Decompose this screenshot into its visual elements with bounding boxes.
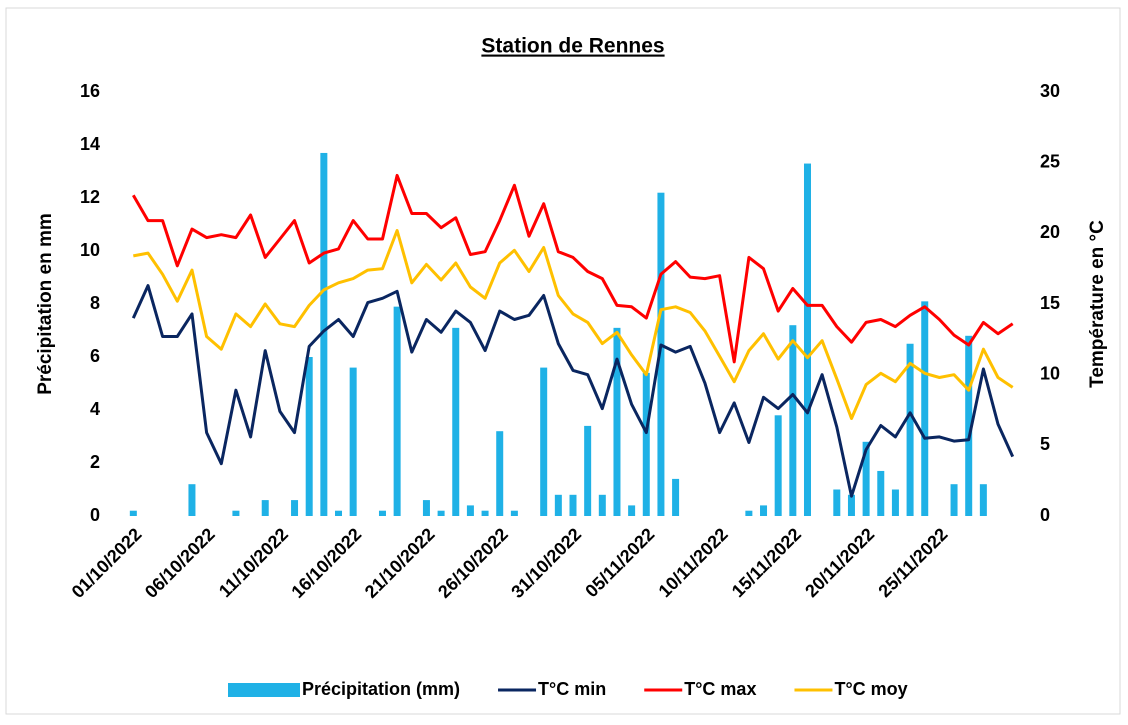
bar	[466, 505, 474, 516]
bar	[320, 152, 328, 516]
bar	[540, 367, 548, 516]
bar	[774, 415, 782, 516]
bar	[510, 510, 518, 516]
legend-label: Précipitation (mm)	[302, 679, 460, 699]
y-tick-label: 12	[80, 187, 100, 207]
bar	[481, 510, 489, 516]
y-tick-label: 2	[90, 452, 100, 472]
bar	[378, 510, 386, 516]
bar	[862, 441, 870, 516]
bar	[847, 494, 855, 516]
bar	[979, 484, 987, 516]
bar	[496, 431, 504, 516]
bar	[584, 425, 592, 516]
y2-tick-label: 30	[1040, 81, 1060, 101]
bar	[803, 163, 811, 517]
bar	[613, 327, 621, 516]
bar	[393, 306, 401, 516]
y2-tick-label: 20	[1040, 222, 1060, 242]
legend-label: T°C max	[684, 679, 756, 699]
bar	[642, 372, 650, 516]
y-tick-label: 16	[80, 81, 100, 101]
bar	[833, 489, 841, 516]
bar	[598, 494, 606, 516]
y-tick-label: 4	[90, 399, 100, 419]
y-axis-title: Précipitation en mm	[35, 213, 56, 395]
bar	[422, 500, 430, 516]
bar	[569, 494, 577, 516]
bar	[965, 335, 973, 516]
y-tick-label: 6	[90, 346, 100, 366]
y2-tick-label: 25	[1040, 151, 1060, 171]
bar	[291, 500, 299, 516]
y2-tick-label: 0	[1040, 505, 1050, 525]
line	[132, 173, 1014, 364]
legend-label: T°C moy	[834, 679, 907, 699]
bar	[349, 367, 357, 516]
line	[131, 284, 1015, 498]
bar	[672, 478, 680, 516]
bar	[129, 510, 137, 516]
bar	[745, 510, 753, 516]
y-tick-label: 10	[80, 240, 100, 260]
bar	[335, 510, 343, 516]
chart-border	[5, 7, 1121, 715]
bar	[891, 489, 899, 516]
line	[133, 229, 1014, 420]
y-tick-label: 0	[90, 505, 100, 525]
bar	[261, 500, 269, 516]
y2-tick-label: 15	[1040, 293, 1060, 313]
bar	[906, 343, 914, 516]
bar	[921, 301, 929, 516]
y-tick-label: 14	[80, 134, 100, 154]
chart-title: Station de Rennes	[481, 35, 664, 58]
y2-tick-label: 5	[1040, 434, 1050, 454]
bar	[760, 505, 768, 516]
legend-label: T°C min	[538, 679, 606, 699]
y-tick-label: 8	[90, 293, 100, 313]
bar	[789, 325, 797, 516]
bar	[657, 192, 665, 516]
bar	[628, 505, 636, 516]
legend-swatch	[228, 683, 300, 697]
bar	[305, 357, 313, 516]
bar	[877, 470, 885, 516]
y2-tick-label: 10	[1040, 363, 1060, 383]
bar	[437, 510, 445, 516]
bar	[950, 484, 958, 516]
bar	[554, 494, 562, 516]
y2-axis-title: Température en °C	[1087, 220, 1108, 388]
bar	[452, 327, 460, 516]
bar	[188, 484, 196, 516]
bar	[232, 510, 240, 516]
